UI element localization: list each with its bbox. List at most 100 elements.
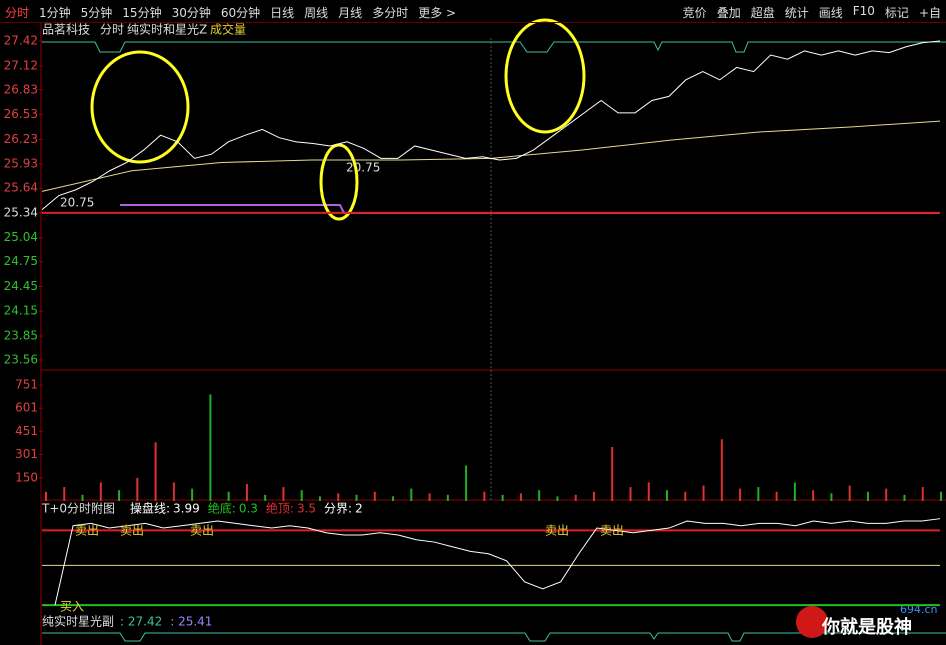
volume-bar: [812, 490, 815, 501]
volume-bar: [63, 487, 66, 501]
button[interactable]: 叠加: [716, 6, 741, 20]
tab[interactable]: 周线: [304, 6, 329, 20]
tab[interactable]: 分时: [5, 6, 30, 20]
indicator-value: 3.5: [297, 502, 316, 516]
indicator-name: 绝顶:: [266, 501, 294, 516]
volume-bar: [556, 496, 559, 501]
volume-label: 成交量: [210, 22, 246, 37]
y-tick-label: 26.23: [4, 132, 38, 146]
highlight: [90, 50, 190, 164]
volume-bar: [921, 487, 924, 501]
highlight: [504, 18, 586, 134]
button[interactable]: 竞价: [682, 6, 707, 20]
y-tick-label: 451: [15, 424, 38, 438]
signal-label: 卖出: [75, 524, 99, 538]
volume-bar: [99, 482, 102, 501]
tab[interactable]: 15分钟: [122, 6, 162, 20]
tab[interactable]: 5分钟: [80, 6, 113, 20]
button[interactable]: 超盘: [750, 6, 775, 20]
signal-label: 卖出: [545, 524, 569, 538]
volume-bar: [318, 496, 321, 501]
logo: [796, 606, 828, 638]
footer-value: : 27.42: [120, 615, 162, 629]
volume-bar: [702, 485, 705, 501]
y-tick-label: 150: [15, 470, 38, 484]
button[interactable]: 统计: [784, 6, 809, 20]
y-tick-label: 27.42: [4, 34, 38, 48]
volume-bar: [136, 477, 139, 501]
y-tick-label: 25.04: [4, 230, 38, 244]
y-tick-label: 25.34: [4, 205, 38, 219]
button[interactable]: +自: [918, 6, 941, 20]
volume-bar: [940, 491, 942, 501]
volume-bar: [885, 488, 888, 501]
volume-bar: [118, 490, 121, 501]
volume-bar: [739, 488, 742, 501]
y-tick-label: 26.53: [4, 107, 38, 121]
tab[interactable]: 更多 >: [418, 6, 457, 20]
button[interactable]: F10: [852, 4, 875, 18]
y-tick-label: 26.83: [4, 82, 38, 96]
tab[interactable]: 1分钟: [39, 6, 71, 20]
signal-label: 卖出: [190, 524, 214, 538]
volume-bar: [282, 487, 285, 501]
volume-bar: [866, 491, 869, 501]
volume-bar: [154, 442, 157, 501]
toolbar: 分时 1分钟 5分钟 15分钟 30分钟 60分钟 日线 周线 月线 多分时 更多 > 竞价 叠加 超盘统…: [0, 0, 946, 23]
signal-label: 买入: [60, 600, 84, 614]
price-line: [41, 40, 941, 210]
indicator-name: 分界:: [324, 502, 352, 516]
slogan: 你就是股神: [821, 616, 912, 638]
y-tick-label: 601: [15, 401, 38, 415]
volume-bar: [684, 491, 687, 501]
highlight: [319, 143, 359, 221]
tab[interactable]: 月线: [338, 6, 363, 20]
volume-bar: [45, 491, 47, 501]
tab[interactable]: 日线: [270, 6, 295, 20]
y-tick-label: 24.75: [4, 254, 38, 268]
volume-bar: [191, 488, 194, 501]
indicator-value: 3.99: [173, 502, 200, 516]
indicator-name: 纯实时和星光Z: [127, 22, 207, 37]
volume-bar: [519, 493, 522, 501]
indicator-name: 操盘线:: [130, 501, 170, 516]
volume-bar: [465, 465, 468, 501]
volume-bar: [647, 482, 650, 501]
volume-bar: [81, 494, 84, 501]
button[interactable]: 画线: [818, 6, 843, 20]
signal-line: [42, 632, 946, 642]
y-tick-label: 751: [15, 378, 38, 392]
volume-bar: [410, 488, 413, 501]
y-tick-label: 25.64: [4, 181, 38, 195]
volume-bar: [428, 493, 431, 501]
y-tick-label: 25.93: [4, 157, 38, 171]
tab[interactable]: 多分时: [372, 6, 409, 20]
volume-bar: [666, 490, 669, 501]
signal-label: 卖出: [120, 524, 144, 538]
purple-line: [120, 204, 940, 214]
y-tick-label: 24.15: [4, 304, 38, 318]
volume-bar: [538, 490, 541, 501]
volume-bar: [629, 487, 632, 501]
stock-name: 品茗科技: [42, 23, 90, 37]
volume-bar: [264, 494, 267, 501]
volume-bar: [757, 487, 760, 501]
indicator-value: 2: [355, 502, 363, 516]
tab[interactable]: 60分钟: [220, 6, 261, 20]
tab[interactable]: 30分钟: [171, 6, 211, 20]
volume-bar: [446, 494, 449, 501]
volume-bar: [172, 482, 175, 501]
volume-bar: [848, 485, 851, 501]
button[interactable]: 标记: [884, 6, 909, 20]
volume-bar: [209, 394, 212, 501]
indicator-line: [54, 518, 941, 606]
volume-bar: [793, 482, 796, 501]
y-tick-label: 301: [15, 447, 38, 461]
volume-bar: [830, 493, 833, 501]
indicator-title: T+0分时附图: [41, 502, 115, 516]
volume-bar: [775, 491, 778, 501]
volume-bar: [720, 439, 723, 501]
indicator-name: 绝底:: [208, 501, 236, 516]
